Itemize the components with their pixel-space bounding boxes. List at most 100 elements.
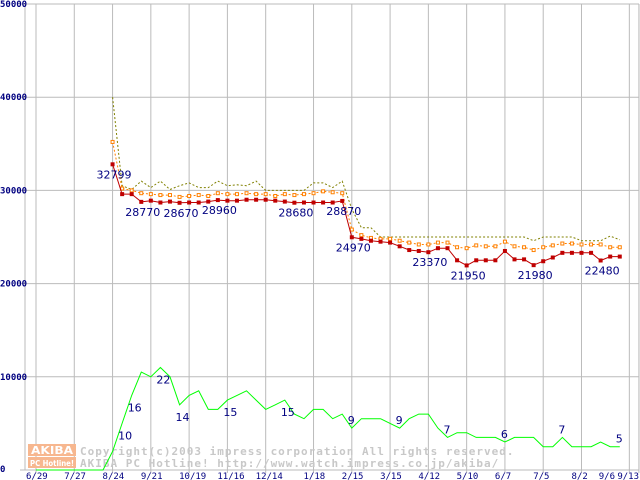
min-price-marker — [541, 259, 546, 264]
avg-price-marker — [187, 193, 192, 198]
data-label: 28670 — [164, 207, 199, 220]
data-label: 9 — [396, 414, 403, 427]
min-price-marker — [359, 236, 364, 241]
y-tick-label: 50000 — [0, 0, 27, 10]
avg-price-marker — [617, 245, 622, 250]
series-line-max-price — [112, 97, 620, 242]
y-tick-label: 30000 — [0, 186, 27, 196]
x-tick-label: 3/15 — [380, 472, 402, 480]
avg-price-marker — [330, 190, 335, 195]
x-tick-label: 5/10 — [457, 472, 479, 480]
min-price-marker — [455, 258, 460, 263]
min-price-marker — [368, 238, 373, 243]
avg-price-marker — [254, 192, 259, 197]
x-tick-label: 9/6 — [599, 472, 615, 480]
copyright-text: Copyright(c)2003 impress corporation All… — [80, 445, 515, 458]
min-price-marker — [349, 235, 354, 240]
min-price-marker — [292, 200, 297, 205]
data-label: 22480 — [585, 264, 620, 277]
min-price-marker — [167, 199, 172, 204]
avg-price-marker — [282, 192, 287, 197]
min-price-marker — [608, 254, 613, 259]
min-price-marker — [340, 198, 345, 203]
avg-price-marker — [589, 242, 594, 247]
min-price-marker — [215, 198, 220, 203]
data-label: 28960 — [202, 204, 237, 217]
avg-price-marker — [397, 238, 402, 243]
avg-price-marker — [110, 139, 115, 144]
data-label: 22 — [156, 373, 170, 386]
y-tick-label: 40000 — [0, 93, 27, 103]
avg-price-marker — [167, 193, 172, 198]
data-label: 6 — [501, 428, 508, 441]
y-tick-label: 10000 — [0, 373, 27, 383]
x-tick-label: 8/24 — [103, 472, 125, 480]
data-label: 28870 — [326, 205, 361, 218]
avg-price-marker — [541, 245, 546, 250]
avg-price-marker — [263, 192, 268, 197]
y-tick-label: 0 — [0, 465, 5, 475]
data-label: 16 — [128, 401, 142, 414]
data-label: 15 — [281, 406, 295, 419]
x-tick-label: 1/18 — [304, 472, 326, 480]
min-price-marker — [158, 200, 163, 205]
min-price-marker — [148, 198, 153, 203]
avg-price-marker — [531, 248, 536, 253]
min-price-marker — [502, 248, 507, 253]
min-price-marker — [474, 258, 479, 263]
data-label: 14 — [176, 411, 190, 424]
data-label: 5 — [616, 433, 623, 446]
avg-price-marker — [388, 236, 393, 241]
data-label: 10 — [118, 429, 132, 442]
x-tick-label: 12/14 — [256, 472, 283, 480]
min-price-marker — [225, 198, 230, 203]
avg-price-marker — [340, 191, 345, 196]
avg-price-marker — [349, 227, 354, 232]
min-price-marker — [560, 250, 565, 255]
grid — [20, 3, 640, 473]
x-tick-label: 10/19 — [179, 472, 206, 480]
min-price-marker — [483, 258, 488, 263]
min-price-marker — [177, 200, 182, 205]
avg-price-marker — [474, 243, 479, 248]
x-tick-label: 7/5 — [533, 472, 549, 480]
min-price-marker — [464, 263, 469, 268]
avg-price-marker — [502, 239, 507, 244]
avg-price-marker — [608, 245, 613, 250]
data-label: 24970 — [336, 241, 371, 254]
avg-price-marker — [234, 192, 239, 197]
min-price-marker — [435, 246, 440, 251]
avg-price-marker — [311, 191, 316, 196]
min-price-marker — [378, 239, 383, 244]
x-tick-label: 11/16 — [217, 472, 244, 480]
min-price-marker — [120, 192, 125, 197]
x-tick-label: 4/12 — [418, 472, 440, 480]
avg-price-marker — [426, 242, 431, 247]
data-label: 28680 — [278, 207, 313, 220]
min-price-marker — [187, 200, 192, 205]
data-label: 32799 — [97, 168, 132, 181]
min-price-marker — [330, 200, 335, 205]
min-price-marker — [244, 197, 249, 202]
avg-price-marker — [579, 242, 584, 247]
avg-price-marker — [177, 194, 182, 199]
avg-price-marker — [196, 193, 201, 198]
avg-price-marker — [493, 244, 498, 249]
avg-price-marker — [321, 189, 326, 194]
min-price-marker — [407, 248, 412, 253]
min-price-marker — [388, 240, 393, 245]
data-label: 7 — [444, 423, 451, 436]
avg-price-marker — [550, 243, 555, 248]
min-price-marker — [282, 199, 287, 204]
avg-price-marker — [435, 240, 440, 245]
min-price-marker — [512, 257, 517, 262]
avg-price-marker — [273, 193, 278, 198]
min-price-marker — [598, 258, 603, 263]
avg-price-marker — [215, 191, 220, 196]
min-price-marker — [493, 258, 498, 263]
min-price-marker — [550, 255, 555, 260]
avg-price-marker — [129, 188, 134, 193]
series-line-shop-count — [36, 366, 620, 471]
